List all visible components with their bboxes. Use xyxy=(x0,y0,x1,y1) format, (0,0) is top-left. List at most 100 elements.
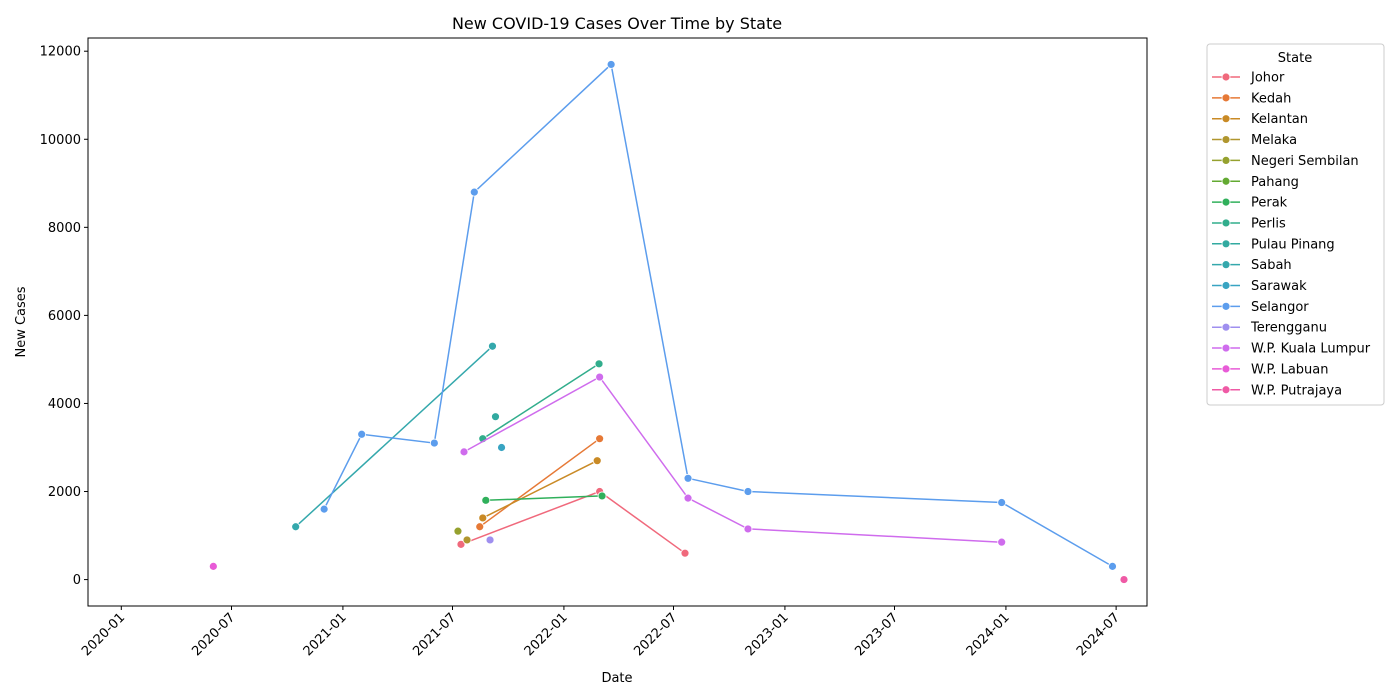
legend-marker xyxy=(1221,343,1231,353)
legend-entry: W.P. Putrajaya xyxy=(1212,383,1342,398)
legend-label: Terengganu xyxy=(1250,321,1327,336)
legend-entry: Perak xyxy=(1212,196,1288,211)
series-terengganu xyxy=(485,535,495,545)
x-axis-label: Date xyxy=(601,671,632,686)
data-point xyxy=(595,434,605,444)
y-tick-label: 8000 xyxy=(48,221,81,236)
data-point xyxy=(683,473,693,483)
data-point xyxy=(459,447,469,457)
data-point xyxy=(429,438,439,448)
legend-marker xyxy=(1221,155,1231,165)
data-point xyxy=(475,522,485,532)
legend-label: Sarawak xyxy=(1251,279,1307,294)
legend-marker xyxy=(1221,93,1231,103)
legend-label: Perak xyxy=(1251,196,1288,211)
series-line xyxy=(323,62,1113,568)
legend-entry: Kedah xyxy=(1212,91,1291,106)
y-tick-label: 2000 xyxy=(48,485,81,500)
y-tick-label: 6000 xyxy=(48,309,81,324)
legend-label: Selangor xyxy=(1251,300,1309,315)
x-tick-label: 2024-01 xyxy=(964,610,1013,659)
series-w-p-kuala-lumpur xyxy=(459,372,1007,547)
data-point xyxy=(319,504,329,514)
series-perak xyxy=(481,491,607,505)
legend-marker xyxy=(1221,176,1231,186)
legend-label: W.P. Labuan xyxy=(1251,362,1328,377)
x-tick-label: 2020-07 xyxy=(189,610,238,659)
data-point xyxy=(683,493,693,503)
series-negeri-sembilan xyxy=(453,526,463,536)
legend-marker xyxy=(1221,218,1231,228)
series-w-p-putrajaya xyxy=(1119,575,1129,584)
data-point xyxy=(597,491,607,501)
x-tick-label: 2020-01 xyxy=(79,610,128,659)
legend-entry: Kelantan xyxy=(1212,112,1308,127)
data-point xyxy=(1119,575,1129,584)
series-line xyxy=(479,438,601,528)
x-tick-label: 2023-07 xyxy=(852,610,901,659)
legend-entry: Selangor xyxy=(1212,300,1309,315)
x-tick-label: 2022-07 xyxy=(631,610,680,659)
y-axis-label: New Cases xyxy=(14,286,29,357)
data-point xyxy=(208,561,218,571)
legend-frame xyxy=(1206,43,1385,406)
legend-marker xyxy=(1221,197,1231,207)
legend-marker xyxy=(1221,281,1231,290)
data-point xyxy=(462,535,472,545)
legend-marker xyxy=(1221,239,1231,249)
series-melaka xyxy=(462,535,472,545)
legend-marker xyxy=(1221,301,1231,311)
legend-label: Sabah xyxy=(1251,258,1292,273)
x-tick-label: 2023-01 xyxy=(743,610,792,659)
legend: State Johor Kedah Kelantan Melaka Negeri Sem… xyxy=(1206,43,1385,406)
data-point xyxy=(594,359,604,369)
legend-marker xyxy=(1221,364,1231,374)
data-point xyxy=(743,487,753,496)
series-johor xyxy=(456,487,690,558)
data-point xyxy=(680,548,690,558)
legend-entry: W.P. Kuala Lumpur xyxy=(1212,342,1371,357)
x-tick-label: 2021-01 xyxy=(301,610,350,659)
legend-label: W.P. Kuala Lumpur xyxy=(1251,342,1371,357)
series-kelantan xyxy=(478,456,602,523)
series-pulau-pinang xyxy=(491,412,500,422)
legend-marker xyxy=(1221,135,1231,144)
data-point xyxy=(606,60,616,69)
plot-area xyxy=(208,60,1129,584)
series-line xyxy=(482,460,598,519)
legend-entry: Sabah xyxy=(1212,258,1292,273)
legend-entry: Perlis xyxy=(1212,216,1286,231)
data-point xyxy=(357,429,367,439)
legend-label: Melaka xyxy=(1251,133,1297,148)
legend-entry: W.P. Labuan xyxy=(1212,362,1328,377)
legend-entry: Terengganu xyxy=(1212,321,1327,336)
legend-label: Pahang xyxy=(1251,175,1299,190)
data-point xyxy=(481,495,491,505)
data-point xyxy=(997,498,1007,507)
legend-title: State xyxy=(1278,51,1312,66)
series-selangor xyxy=(319,60,1117,571)
chart-title: New COVID-19 Cases Over Time by State xyxy=(452,14,782,33)
axes: 0 2000 4000 6000 8000 10000 12000 2020-01 2020-0… xyxy=(40,45,1123,660)
legend-marker xyxy=(1221,385,1231,395)
data-point xyxy=(997,537,1007,547)
series-w-p-labuan xyxy=(208,561,218,571)
data-point xyxy=(497,443,506,452)
legend-marker xyxy=(1221,72,1231,82)
legend-label: Kelantan xyxy=(1251,112,1308,127)
legend-label: Perlis xyxy=(1251,216,1286,231)
legend-label: W.P. Putrajaya xyxy=(1251,383,1342,398)
y-tick-label: 10000 xyxy=(40,133,81,148)
series-line xyxy=(482,363,600,440)
legend-entry: Sarawak xyxy=(1212,279,1307,294)
data-point xyxy=(595,372,605,382)
y-tick-label: 12000 xyxy=(40,45,81,60)
x-tick-label: 2021-07 xyxy=(410,610,459,659)
legend-marker xyxy=(1221,322,1231,332)
legend-entry: Johor xyxy=(1212,71,1285,86)
legend-marker xyxy=(1221,260,1231,270)
data-point xyxy=(488,341,497,351)
series-sabah xyxy=(291,341,497,532)
legend-label: Pulau Pinang xyxy=(1251,237,1335,252)
